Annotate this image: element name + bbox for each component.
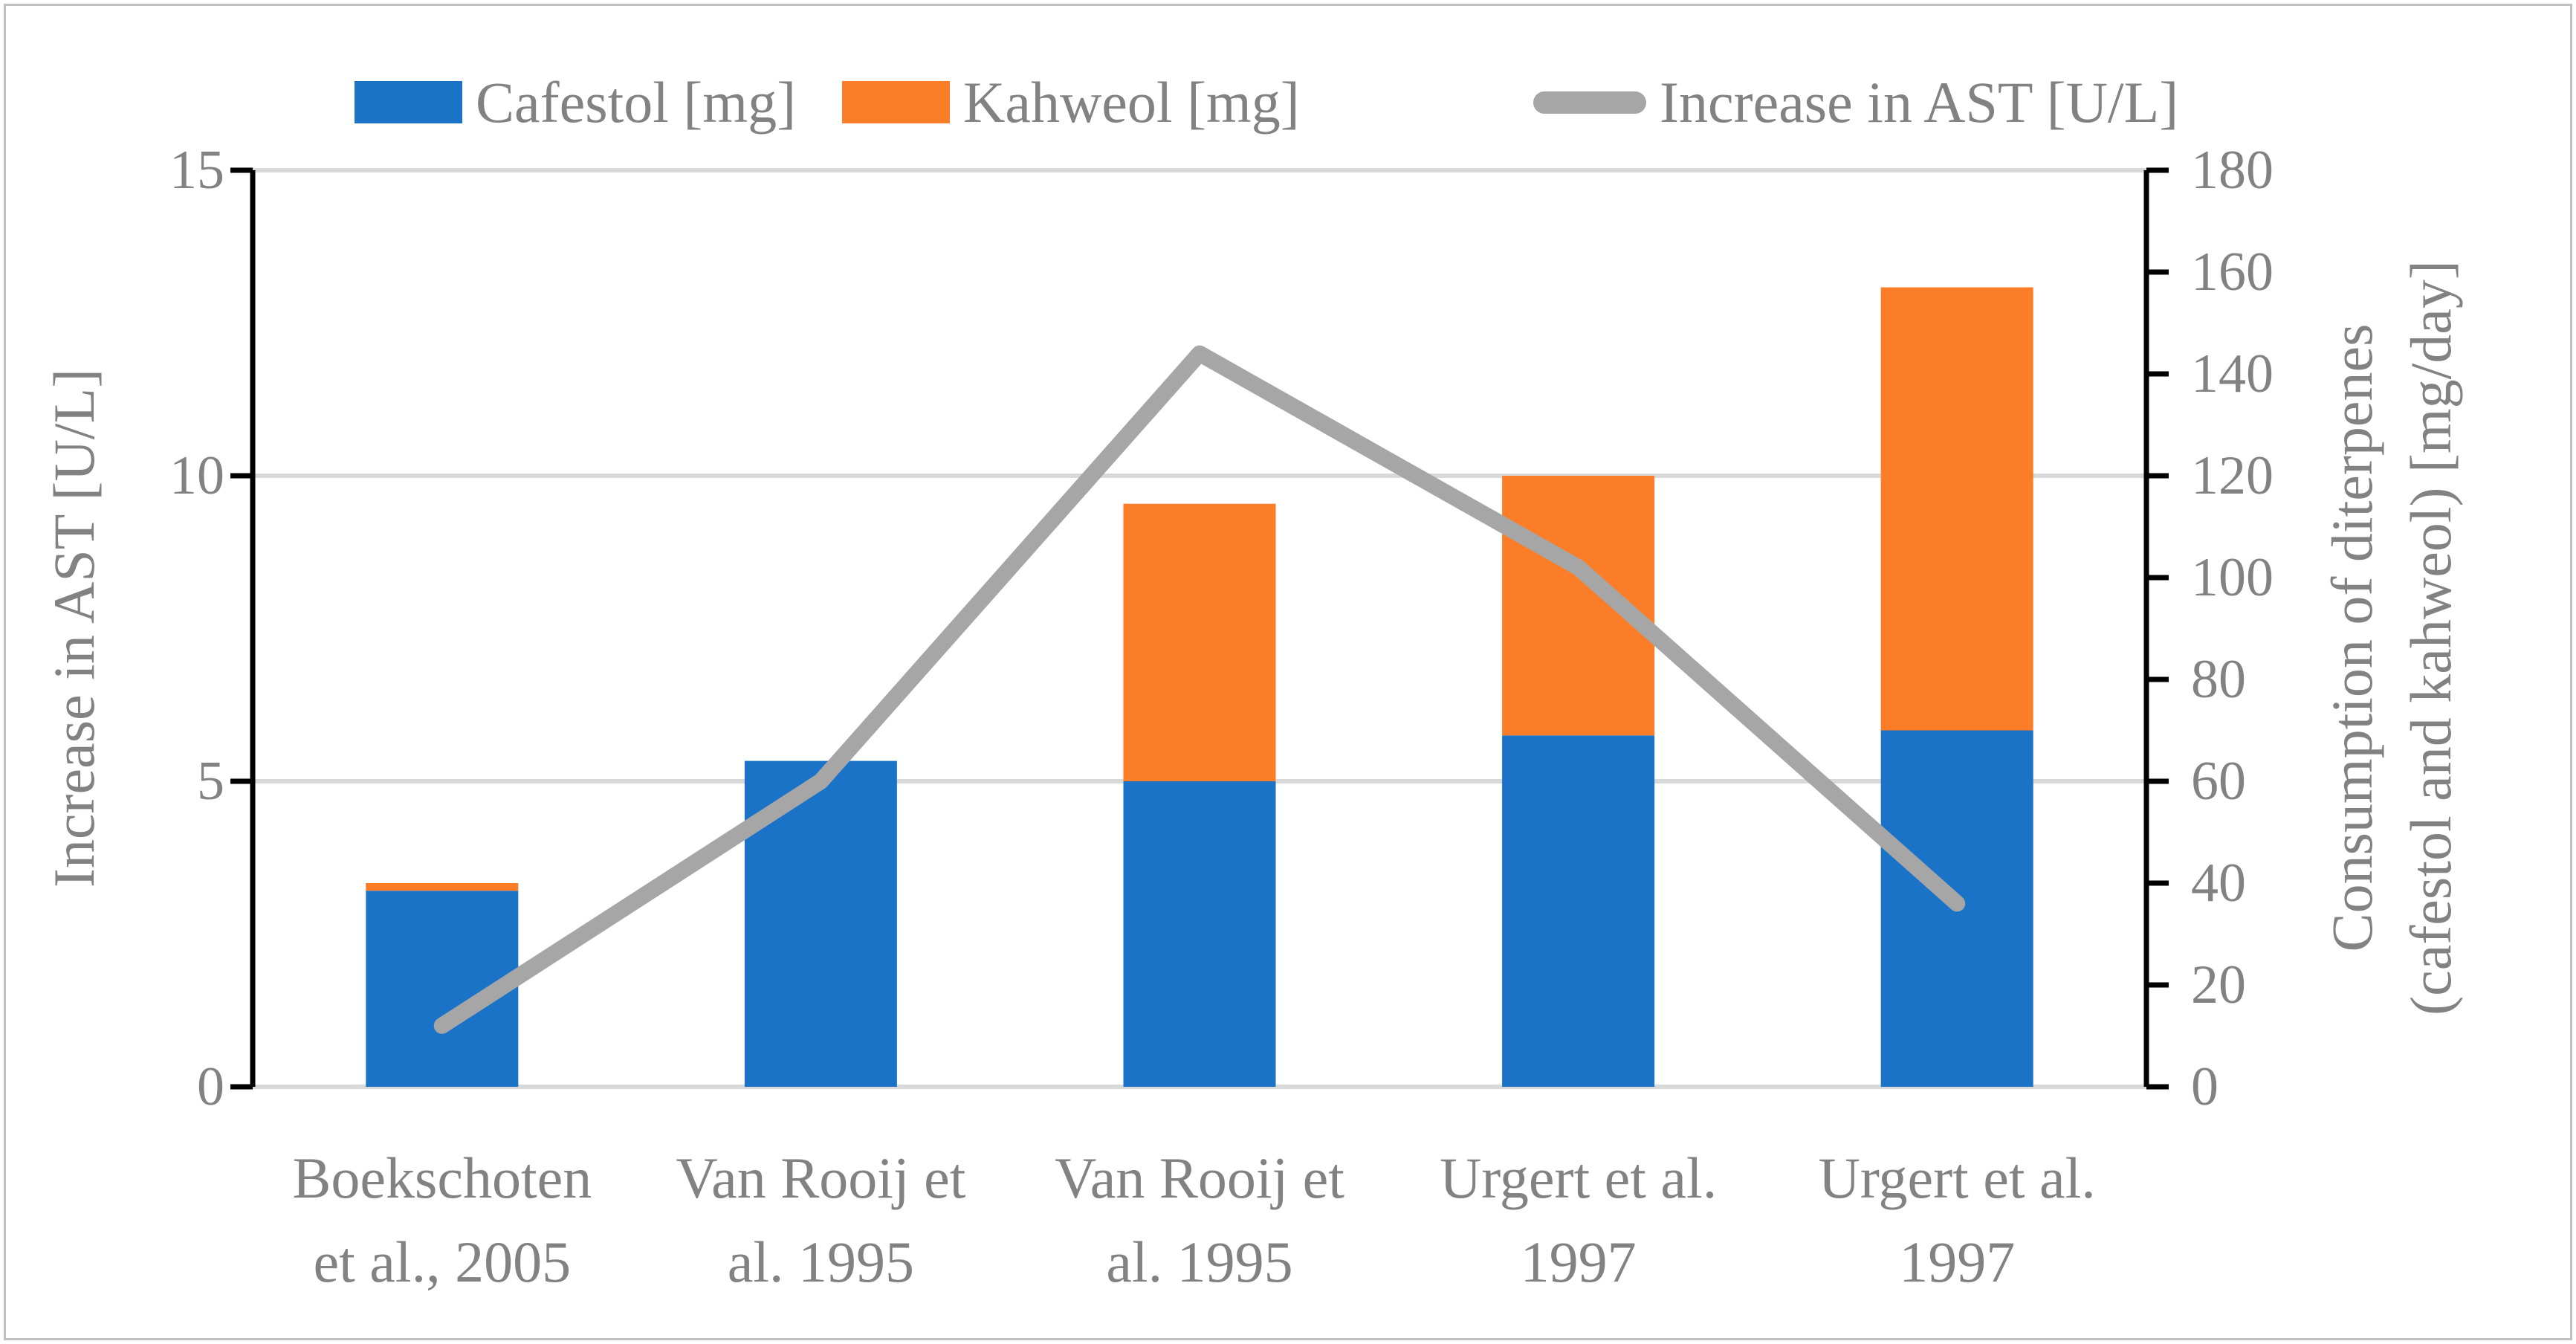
x-axis-label-line: Urgert et al. [1439,1146,1718,1210]
legend-label-kahweol: Kahweol [mg] [963,69,1300,135]
legend-item-ast-line: Increase in AST [U/L] [1533,69,2179,135]
right-axis-tick-label: 20 [2191,954,2246,1015]
bar-cafestol-segment [1502,735,1655,1087]
right-axis-tick-label: 0 [2191,1056,2219,1117]
x-axis-label-line: Van Rooij et [676,1146,966,1210]
right-axis-tick-label: 160 [2191,242,2274,303]
bar-kahweol-segment [1880,287,2033,731]
x-axis-label-line: Van Rooij et [1055,1146,1344,1210]
right-axis-tick-label: 80 [2191,649,2246,710]
x-axis-label-line: 1997 [1520,1230,1637,1294]
x-axis-label-line: Urgert et al. [1818,1146,2096,1210]
legend-label-cafestol: Cafestol [mg] [476,69,797,135]
right-axis-tick-label: 180 [2191,140,2274,201]
right-axis-tick-label: 140 [2191,343,2274,404]
right-axis-tick-label: 120 [2191,445,2274,506]
legend: Cafestol [mg] Kahweol [mg] Increase in A… [0,69,2576,135]
legend-item-cafestol: Cafestol [mg] [355,69,797,135]
x-axis-label-line: al. 1995 [727,1230,915,1294]
bar-cafestol-segment [1123,781,1276,1087]
legend-label-ast: Increase in AST [U/L] [1660,69,2179,135]
kahweol-swatch-icon [842,81,950,123]
bar-kahweol-segment [1123,503,1276,781]
left-axis-tick-label: 0 [197,1056,224,1117]
x-axis-label-line: Boekschoten [292,1146,592,1210]
x-axis-label-line: et al., 2005 [313,1230,572,1294]
x-axis-label: Boekschoten et al., 2005 [212,1136,673,1304]
right-axis-tick-label: 100 [2191,547,2274,608]
right-axis-tick-label: 60 [2191,751,2246,812]
x-axis-label: Urgert et al. 1997 [1726,1136,2187,1304]
ast-line-swatch-icon [1533,91,1646,114]
x-axis-label: Urgert et al. 1997 [1348,1136,1809,1304]
right-axis-tick-label: 40 [2191,853,2246,914]
cafestol-swatch-icon [355,81,462,123]
left-axis-tick-label: 15 [169,140,224,201]
x-axis-label: Van Rooij et al. 1995 [590,1136,1051,1304]
ast-line [433,345,1966,1034]
legend-item-kahweol: Kahweol [mg] [842,69,1300,135]
x-axis-label-line: 1997 [1899,1230,2016,1294]
x-axis-label: Van Rooij et al. 1995 [969,1136,1430,1304]
x-axis-label-line: al. 1995 [1106,1230,1293,1294]
left-axis-tick-label: 10 [169,445,224,506]
left-axis-tick-label: 5 [197,751,224,812]
figure-border [4,4,2572,1340]
bar-kahweol-segment [366,883,519,891]
